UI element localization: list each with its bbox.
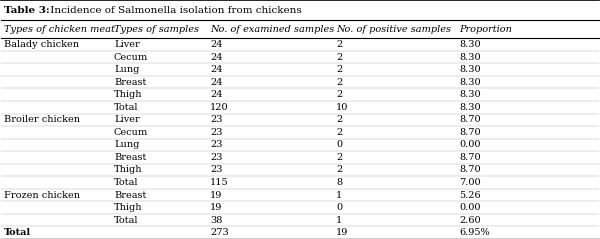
Text: 38: 38 [210,216,223,225]
Text: Frozen chicken: Frozen chicken [4,190,80,200]
Text: 2: 2 [336,90,342,99]
Text: 8.30: 8.30 [459,53,481,62]
Text: Breast: Breast [114,78,146,87]
Text: 7.00: 7.00 [459,178,481,187]
Text: Types of samples: Types of samples [114,25,199,34]
Text: Types of chicken meat: Types of chicken meat [4,25,115,34]
Text: Proportion: Proportion [459,25,512,34]
Text: 2: 2 [336,115,342,124]
Text: 19: 19 [210,203,223,212]
Text: 2: 2 [336,153,342,162]
Text: 23: 23 [210,153,223,162]
Text: 23: 23 [210,165,223,174]
Text: Total: Total [4,228,31,237]
Text: 8.70: 8.70 [459,128,481,137]
Text: Thigh: Thigh [114,203,143,212]
Text: 24: 24 [210,53,223,62]
Text: 115: 115 [210,178,229,187]
Text: 0.00: 0.00 [459,203,481,212]
Text: 24: 24 [210,90,223,99]
Text: Total: Total [114,216,139,225]
Text: 2: 2 [336,78,342,87]
Text: 23: 23 [210,128,223,137]
Text: Thigh: Thigh [114,165,143,174]
Text: 120: 120 [210,103,229,112]
Text: 5.26: 5.26 [459,190,481,200]
Text: 19: 19 [210,190,223,200]
Text: 273: 273 [210,228,229,237]
Text: 2.60: 2.60 [459,216,481,225]
Text: 8.70: 8.70 [459,115,481,124]
Text: 24: 24 [210,40,223,49]
Text: 23: 23 [210,140,223,149]
Text: 19: 19 [336,228,349,237]
Text: 1: 1 [336,190,342,200]
Text: Breast: Breast [114,190,146,200]
Text: Thigh: Thigh [114,90,143,99]
Text: Broiler chicken: Broiler chicken [4,115,80,124]
Text: 2: 2 [336,65,342,74]
Text: 0.00: 0.00 [459,140,481,149]
Text: 8.30: 8.30 [459,40,481,49]
Text: 2: 2 [336,40,342,49]
Text: 8.70: 8.70 [459,165,481,174]
Text: Cecum: Cecum [114,128,148,137]
Text: 24: 24 [210,65,223,74]
Text: 8.30: 8.30 [459,65,481,74]
Text: 8.30: 8.30 [459,103,481,112]
Text: Liver: Liver [114,40,140,49]
Text: Cecum: Cecum [114,53,148,62]
Text: Breast: Breast [114,153,146,162]
Text: 2: 2 [336,128,342,137]
Text: No. of positive samples: No. of positive samples [336,25,451,34]
Text: 2: 2 [336,53,342,62]
Text: 6.95%: 6.95% [459,228,490,237]
Text: Total: Total [114,103,139,112]
Text: Lung: Lung [114,65,139,74]
Text: 8.30: 8.30 [459,78,481,87]
Text: Liver: Liver [114,115,140,124]
Text: 0: 0 [336,140,342,149]
Text: Lung: Lung [114,140,139,149]
Text: 10: 10 [336,103,349,112]
Text: No. of examined samples: No. of examined samples [210,25,334,34]
Text: 8.30: 8.30 [459,90,481,99]
Text: 8: 8 [336,178,342,187]
Text: 8.70: 8.70 [459,153,481,162]
Text: Total: Total [114,178,139,187]
Text: 2: 2 [336,165,342,174]
Text: Table 3:: Table 3: [4,6,50,15]
Text: 0: 0 [336,203,342,212]
Text: 23: 23 [210,115,223,124]
Text: 24: 24 [210,78,223,87]
Text: 1: 1 [336,216,342,225]
Text: Balady chicken: Balady chicken [4,40,79,49]
Text: Incidence of Salmonella isolation from chickens: Incidence of Salmonella isolation from c… [47,6,302,15]
